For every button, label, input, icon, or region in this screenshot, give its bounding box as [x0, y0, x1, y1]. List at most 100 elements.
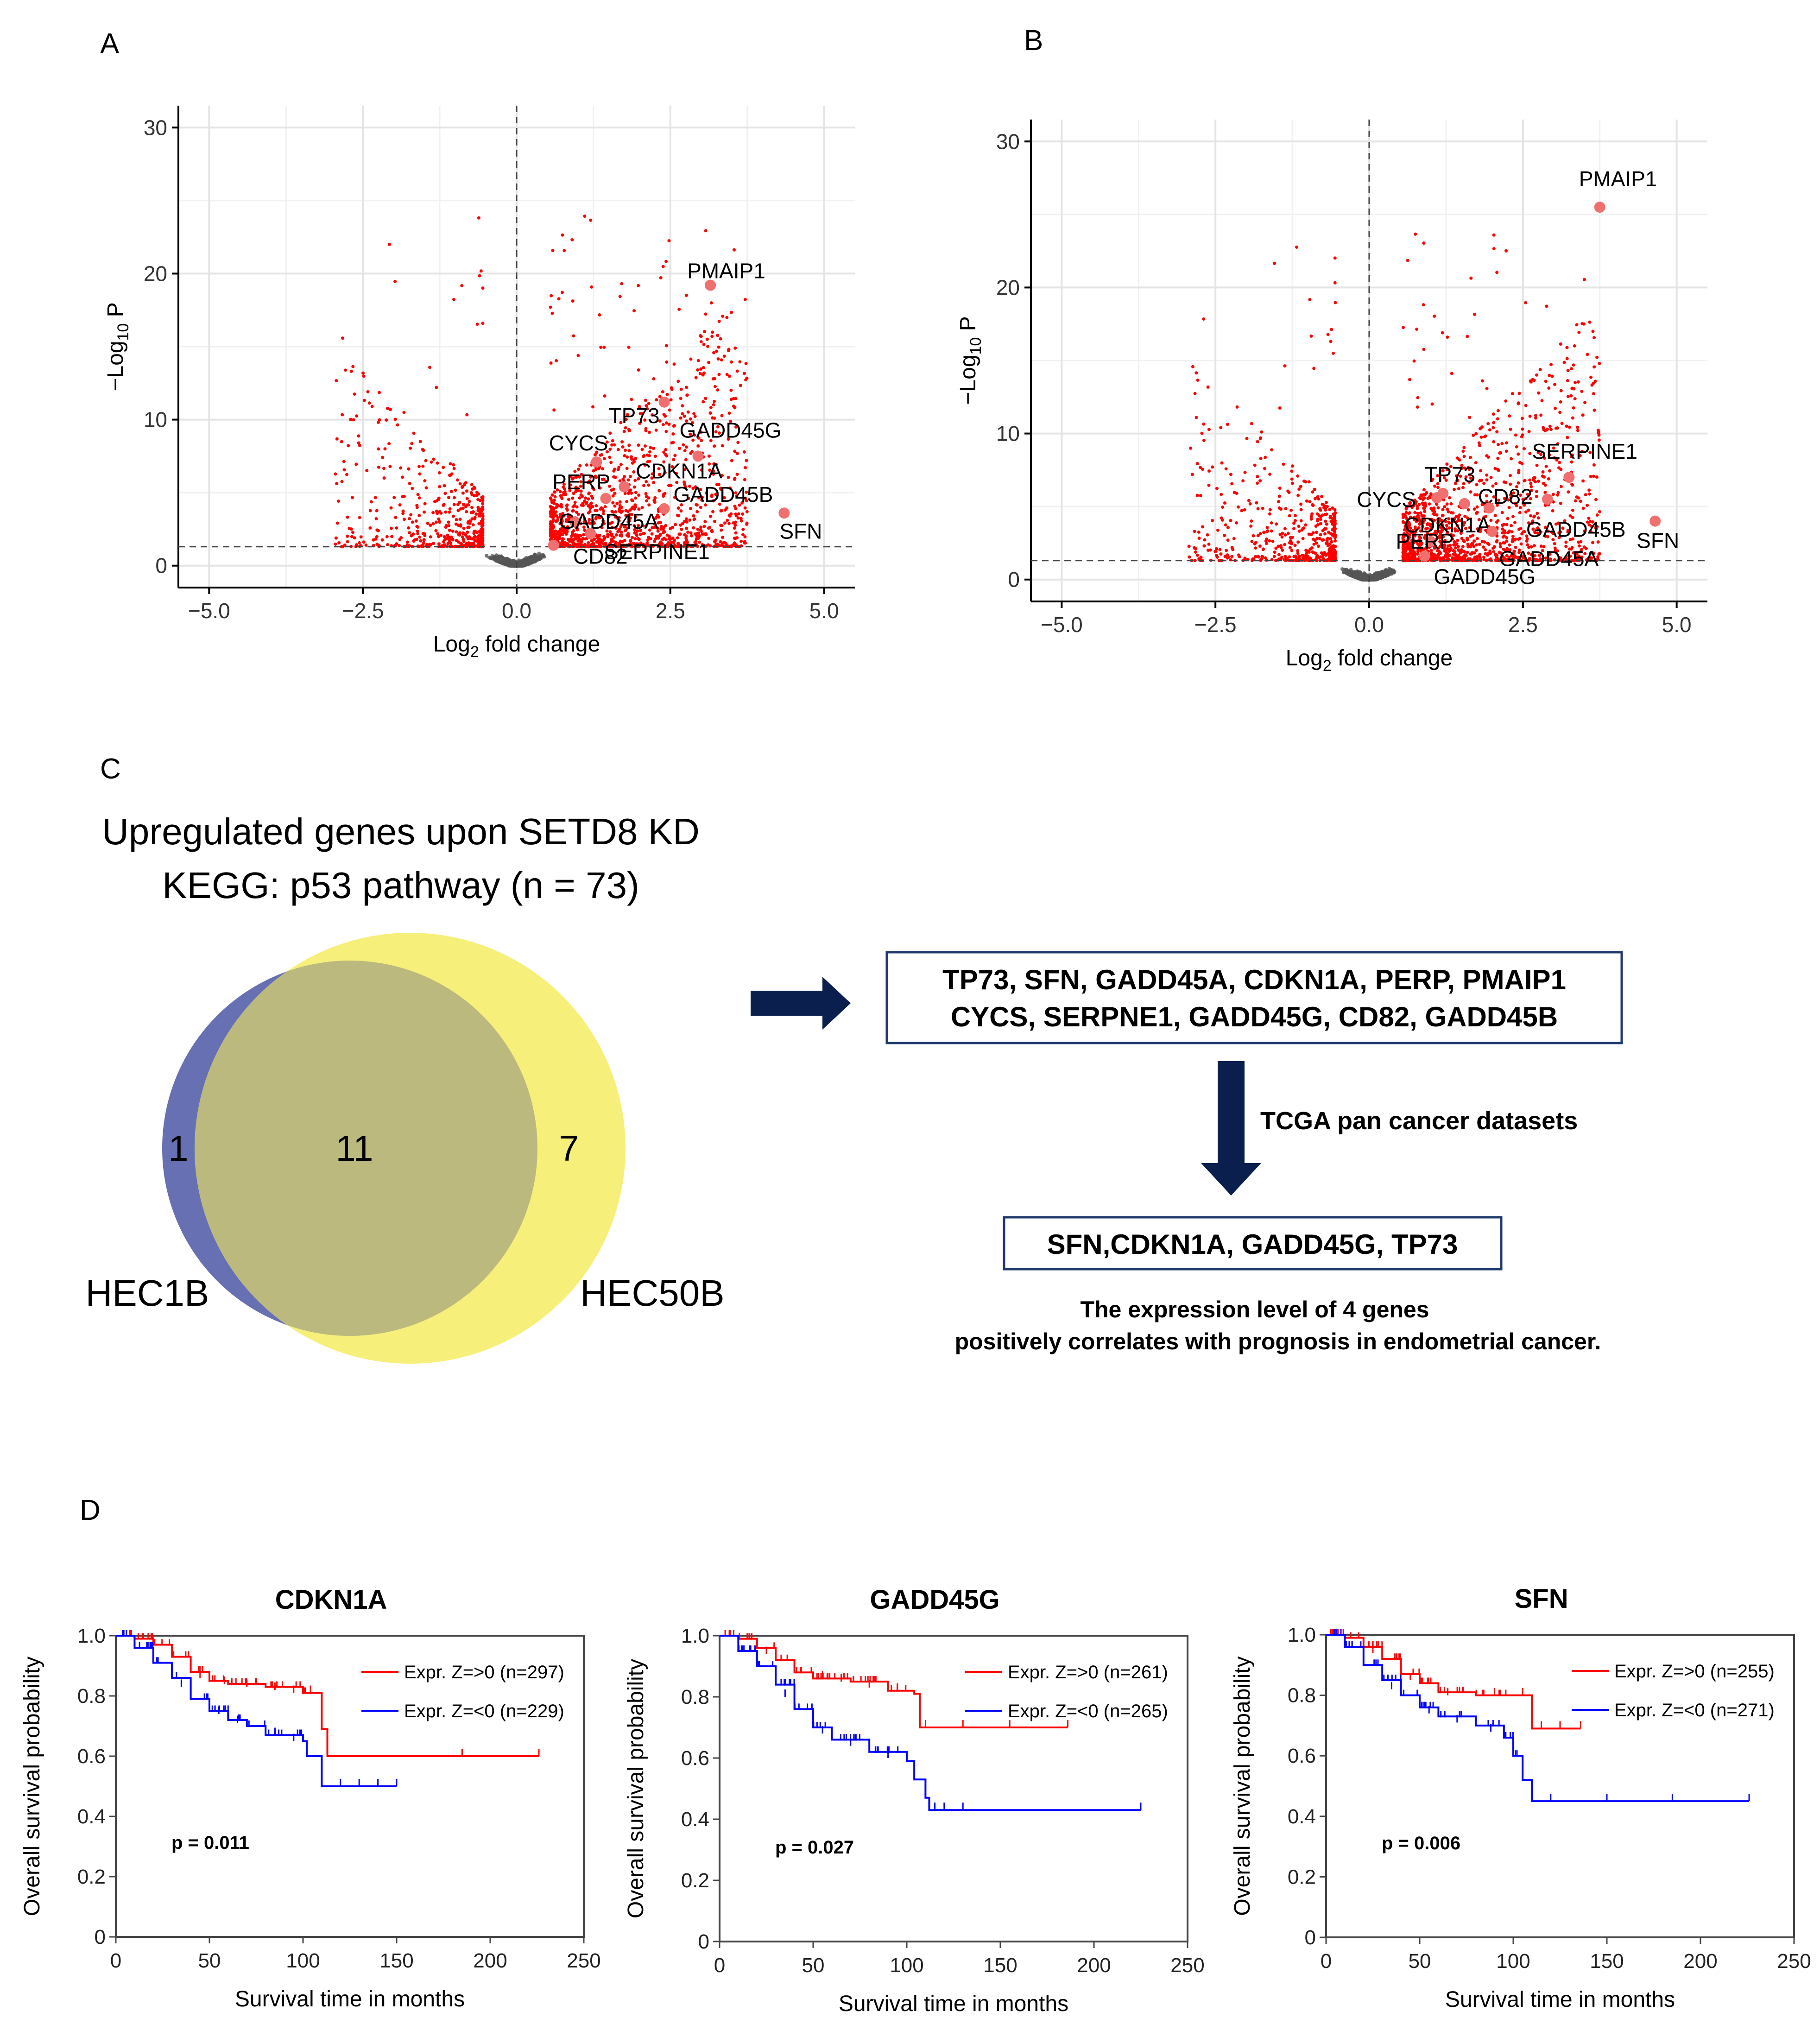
sig-point	[450, 490, 453, 493]
sig-point	[699, 525, 702, 529]
sig-point	[436, 462, 439, 465]
sig-point	[1196, 554, 1199, 557]
sig-point	[730, 459, 733, 462]
sig-point	[550, 294, 553, 297]
sig-point	[549, 532, 552, 536]
sig-point	[608, 431, 612, 435]
sig-point	[662, 493, 665, 496]
sig-point	[431, 511, 435, 514]
sig-point	[1545, 305, 1548, 308]
sig-point	[680, 388, 683, 391]
sig-point	[603, 457, 606, 460]
ns-point	[506, 557, 509, 561]
sig-point	[549, 520, 552, 523]
sig-point	[727, 522, 731, 525]
ns-point	[1372, 576, 1376, 580]
sig-point	[1552, 493, 1555, 496]
sig-point	[350, 535, 354, 538]
sig-point	[737, 512, 740, 516]
sig-point	[695, 376, 698, 380]
sig-point	[729, 544, 733, 548]
sig-point	[390, 535, 393, 538]
sig-point	[474, 512, 478, 516]
sig-point	[550, 514, 554, 517]
sig-point	[336, 522, 339, 525]
sig-point	[713, 520, 716, 523]
sig-point	[702, 525, 706, 528]
sig-point	[375, 509, 379, 512]
sig-point	[627, 443, 631, 447]
sig-point	[419, 539, 422, 543]
sig-point	[555, 514, 558, 518]
sig-point	[565, 504, 569, 507]
sig-point	[1509, 428, 1512, 431]
sig-point	[423, 502, 427, 506]
sig-point	[641, 506, 644, 509]
sig-point	[1505, 523, 1508, 526]
sig-point	[717, 346, 720, 349]
sig-point	[466, 526, 469, 529]
sig-point	[711, 330, 714, 334]
y-tick-label: 20	[144, 261, 167, 285]
sig-point	[1302, 537, 1305, 540]
sig-point	[349, 418, 352, 421]
sig-point	[661, 390, 664, 393]
sig-point	[590, 285, 593, 289]
sig-point	[351, 365, 354, 368]
y-tick-label: 0	[1008, 568, 1020, 592]
sig-point	[724, 542, 727, 545]
sig-point	[571, 299, 575, 303]
sig-point	[702, 343, 706, 346]
sig-point	[1283, 527, 1287, 530]
sig-point	[439, 534, 442, 537]
y-tick-label: 10	[996, 422, 1020, 446]
sig-point	[416, 506, 419, 509]
sig-point	[447, 496, 450, 499]
x-tick-label: 5.0	[1662, 613, 1692, 637]
sig-point	[1225, 549, 1228, 552]
sig-point	[550, 493, 554, 497]
sig-point	[417, 514, 421, 517]
sig-point	[552, 408, 556, 411]
sig-point	[465, 510, 468, 513]
sig-point	[615, 502, 619, 505]
sig-point	[734, 531, 738, 534]
sig-point	[578, 538, 581, 541]
sig-point	[699, 334, 702, 337]
sig-point	[478, 274, 481, 278]
sig-point	[370, 500, 373, 503]
sig-point	[387, 442, 391, 445]
sig-point	[362, 374, 366, 378]
sig-point	[549, 506, 552, 509]
sig-point	[443, 484, 446, 487]
sig-point	[1260, 430, 1263, 434]
sig-point	[478, 539, 481, 543]
sig-point	[480, 496, 483, 499]
sig-point	[334, 472, 337, 475]
sig-point	[733, 477, 736, 480]
sig-point	[677, 532, 681, 536]
sig-point	[739, 540, 743, 543]
sig-point	[745, 362, 748, 365]
sig-point	[648, 450, 651, 454]
sig-point	[648, 431, 651, 434]
sig-point	[632, 309, 636, 312]
sig-point	[1496, 519, 1499, 522]
sig-point	[655, 429, 658, 432]
sig-point	[466, 531, 469, 534]
sig-point	[1283, 543, 1286, 546]
sig-point	[659, 533, 662, 536]
sig-point	[449, 474, 452, 477]
ns-point	[1357, 574, 1361, 577]
sig-point	[428, 543, 431, 546]
sig-point	[342, 460, 346, 463]
sig-point	[632, 470, 635, 474]
sig-point	[1270, 529, 1273, 532]
sig-point	[1295, 246, 1298, 249]
sig-point	[447, 521, 450, 524]
sig-point	[744, 466, 747, 469]
sig-point	[744, 298, 747, 301]
sig-point	[703, 330, 706, 333]
sig-point	[575, 537, 578, 540]
